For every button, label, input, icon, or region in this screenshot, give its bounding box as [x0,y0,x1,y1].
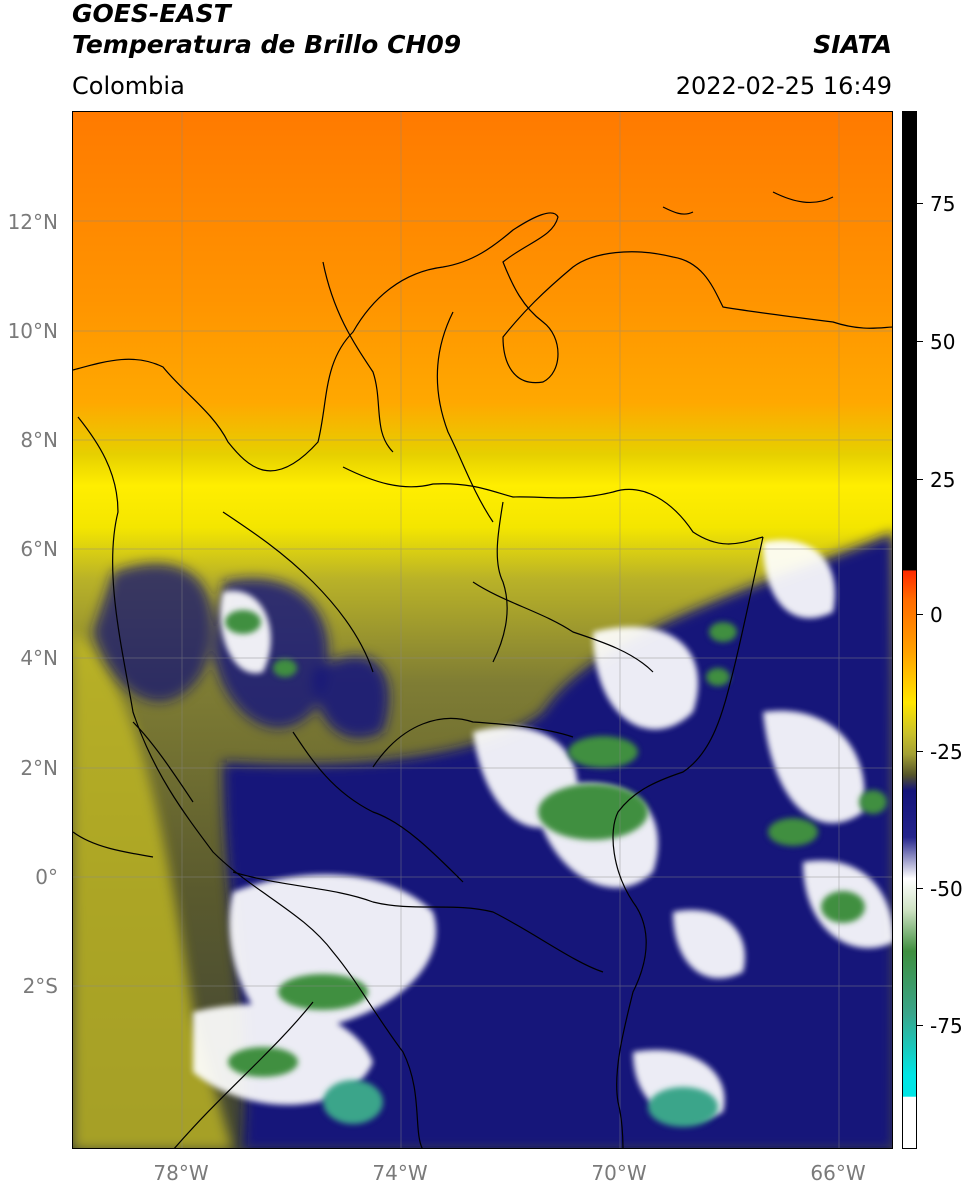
colorbar-tick [917,203,923,204]
colorbar-tick-label: 50 [930,330,956,354]
lat-tick-label: 4°N [20,646,58,670]
colorbar-tick-label: -75 [930,1014,963,1038]
colorbar-tick-label: 75 [930,192,956,216]
colorbar-ramp [903,112,916,1148]
colorbar-tick-label: 0 [930,603,943,627]
product-title: Temperatura de Brillo CH09 [72,30,462,59]
lat-tick-label: 6°N [20,537,58,561]
colorbar-tick [917,614,923,615]
gridlines [73,112,892,1148]
colorbar-tick [917,1025,923,1026]
colorbar-tick [917,751,923,752]
lon-tick-label: 66°W [810,1161,866,1185]
lon-tick-label: 70°W [591,1161,647,1185]
lat-tick-label: 0° [35,865,58,889]
organization-label: SIATA [813,30,892,59]
satellite-title: GOES-EAST [72,0,231,28]
country-borders [73,191,892,1148]
lon-tick-label: 74°W [372,1161,428,1185]
colorbar-tick-label: 25 [930,468,956,492]
timestamp-label: 2022-02-25 16:49 [675,72,892,100]
lon-tick-label: 78°W [153,1161,209,1185]
lat-tick-label: 8°N [20,428,58,452]
colorbar-tick-label: -25 [930,740,963,764]
lat-tick-label: 12°N [7,210,58,234]
colorbar-tick-label: -50 [930,877,963,901]
colorbar-tick [917,341,923,342]
coldest-cores [225,610,887,1127]
colorbar-tick [917,479,923,480]
colorbar-tick [917,888,923,889]
map-canvas [73,112,892,1148]
brightness-temperature-map[interactable] [72,111,893,1149]
lat-tick-label: 10°N [7,319,58,343]
colorbar [902,111,917,1149]
lat-tick-label: 2°S [22,974,58,998]
region-label: Colombia [72,72,185,100]
lat-tick-label: 2°N [20,756,58,780]
